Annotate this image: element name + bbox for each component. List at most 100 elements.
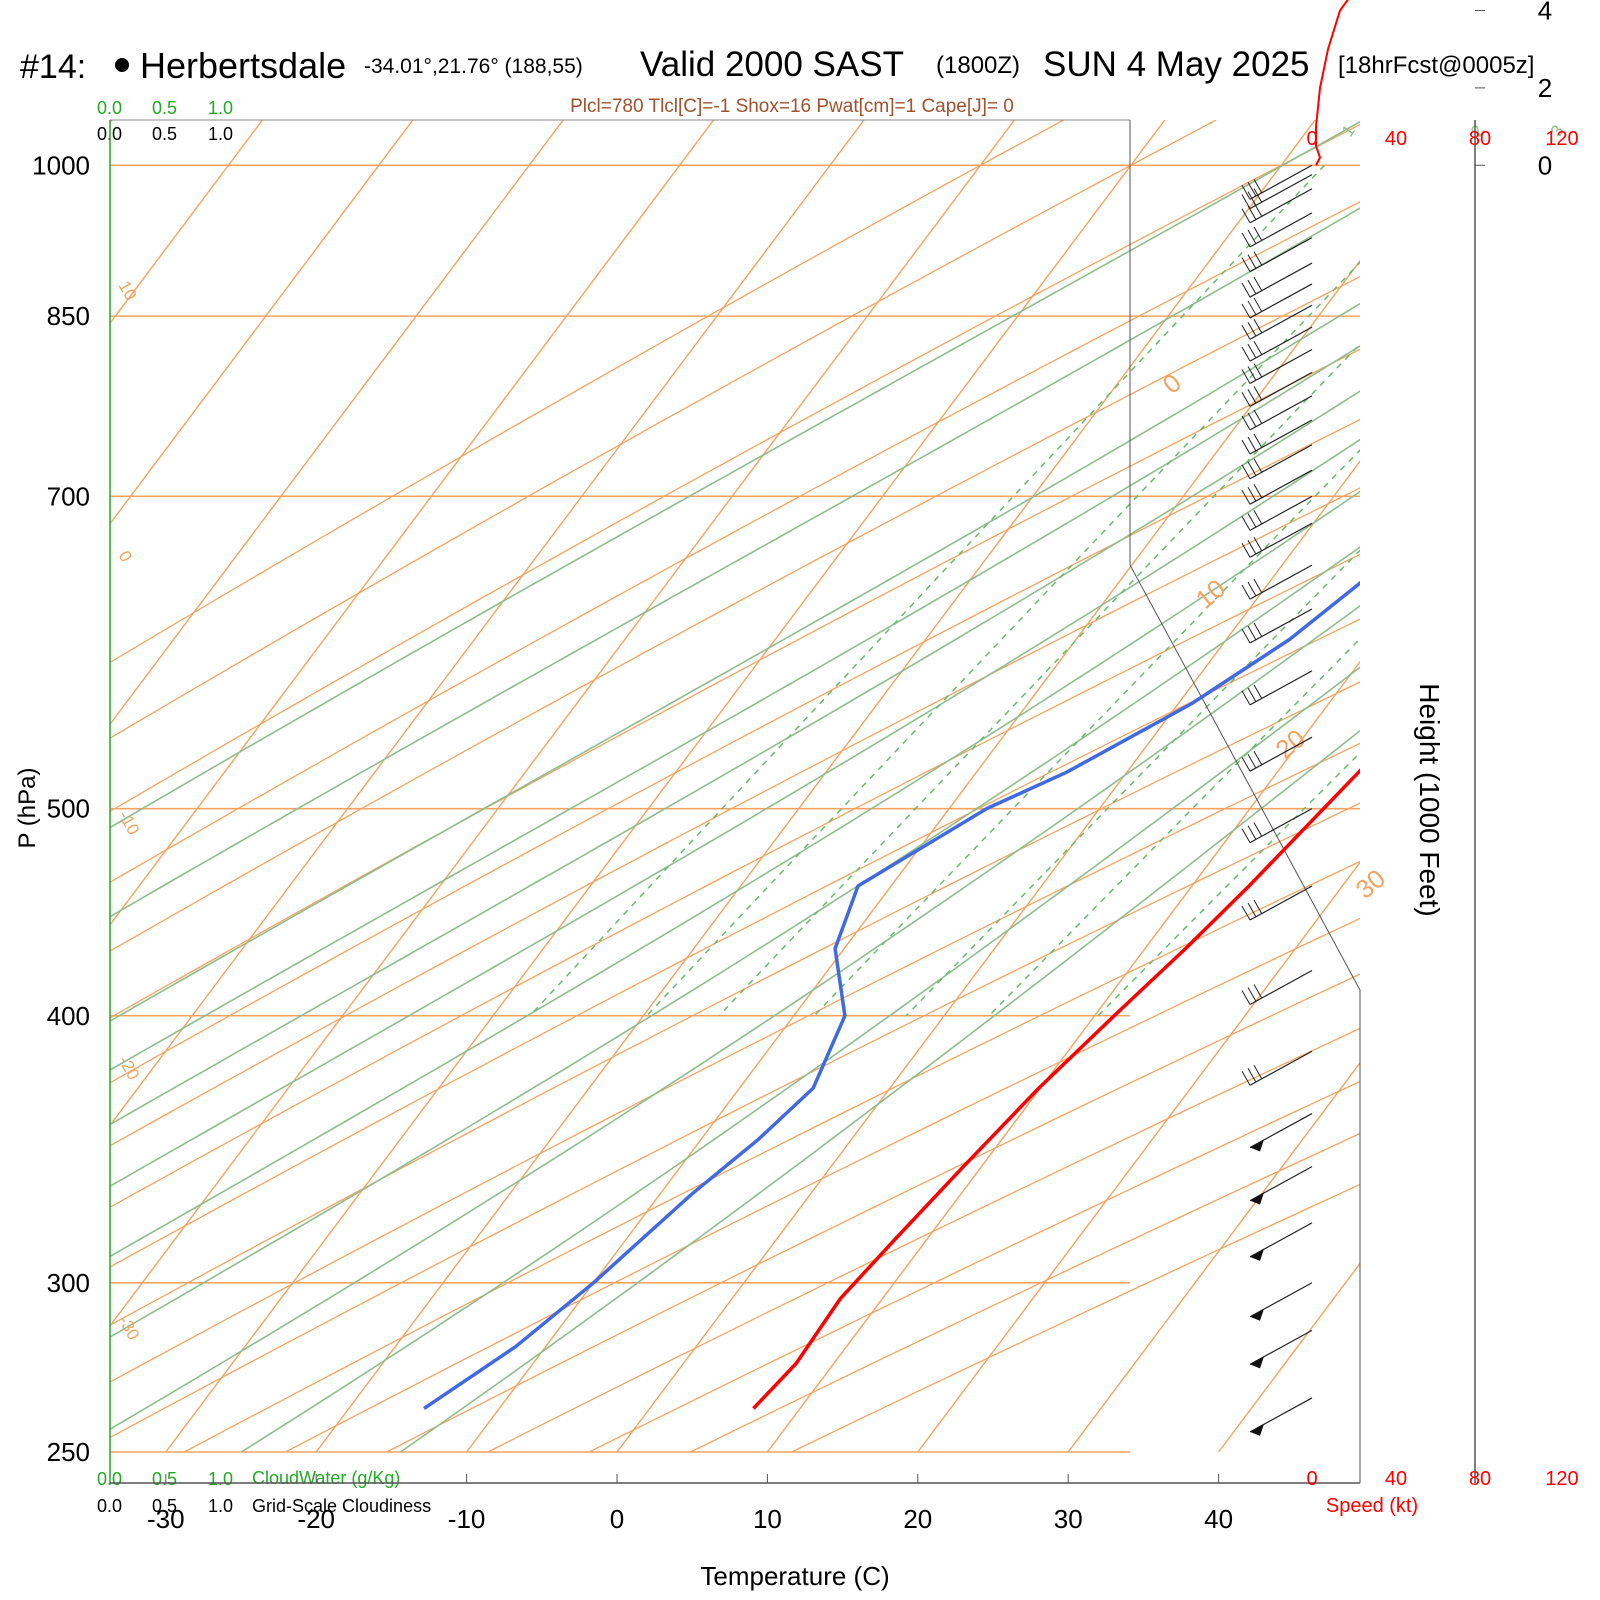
- wind-barb-flag: [1247, 753, 1257, 769]
- isotherm-line: [1067, 1061, 1360, 1453]
- wind-barb-flag: [1241, 208, 1251, 224]
- temp-tick-label: -30: [147, 1504, 185, 1534]
- wind-barb-flag: [1247, 182, 1257, 197]
- wind-barb-flag: [1253, 179, 1263, 194]
- wind-barb-flag: [1241, 325, 1251, 340]
- wind-barb-flag: [1253, 483, 1263, 499]
- wind-barb-flag: [1253, 750, 1263, 766]
- dry-adiabat-line: [487, 1027, 1360, 1453]
- wind-barb-staff: [1249, 564, 1313, 600]
- dry-adiabat-line: [110, 120, 1064, 664]
- cloudiness-scale-b1: 0.5: [152, 1496, 177, 1516]
- wind-barb-staff: [1249, 262, 1313, 298]
- wind-barb-pennant: [1250, 1356, 1264, 1369]
- wind-barb-flag: [1247, 987, 1257, 1002]
- pressure-tick-label: 850: [47, 301, 90, 331]
- wind-barb-flag: [1241, 369, 1251, 384]
- wind-barb-staff: [1249, 495, 1313, 531]
- wind-barb-staff: [1249, 371, 1313, 407]
- wind-barb-staff: [1249, 808, 1313, 844]
- zulu-time: (1800Z): [936, 52, 1020, 79]
- forecast-info: [18hrFcst@0005z]: [1338, 52, 1534, 79]
- wind-barb-flag: [1247, 539, 1257, 555]
- pressure-tick-label: 400: [47, 1001, 90, 1031]
- wind-barb-flag: [1247, 1067, 1257, 1083]
- pressure-tick-label: 1000: [32, 150, 90, 180]
- moist-adiabat-line: [110, 490, 1360, 1258]
- cloudwater-scale-b1: 0.5: [152, 1469, 177, 1489]
- isotherm-label-right: 20: [1270, 723, 1311, 765]
- cloudiness-scale-b0: 0.0: [97, 1496, 122, 1516]
- dry-adiabat-line: [386, 973, 1360, 1453]
- dry-adiabat-line: [184, 860, 1360, 1453]
- wind-barb-flag: [1253, 458, 1263, 474]
- isotherm-label-left: -30: [115, 1313, 144, 1344]
- wind-barb-flag: [1241, 282, 1251, 298]
- isotherm-label-left: -20: [115, 1053, 144, 1084]
- wind-barb-flag: [1253, 276, 1263, 292]
- mixing-ratio-line: [646, 261, 1360, 1017]
- wind-barb-flag: [1241, 415, 1251, 431]
- cloudiness-label: Grid-Scale Cloudiness: [252, 1496, 431, 1516]
- dry-adiabat-line: [285, 917, 1360, 1453]
- height-axis-title: Height (1000 Feet): [1414, 683, 1445, 916]
- dry-adiabat-line: [110, 348, 1360, 1019]
- wind-barb-flag: [1247, 412, 1257, 428]
- isotherm-label-left: 10: [115, 278, 141, 304]
- wind-barb-flag: [1241, 185, 1251, 200]
- wind-barb-icon: [1241, 808, 1313, 844]
- wind-barb-flag: [1247, 625, 1257, 641]
- wind-barb-flag: [1241, 489, 1251, 505]
- wind-barb-flag: [1247, 229, 1257, 245]
- valid-date: SUN 4 May 2025: [1043, 45, 1310, 84]
- wind-barb-pennant: [1250, 1139, 1264, 1152]
- wind-barb-icon: [1249, 1166, 1313, 1205]
- dry-adiabat-line: [110, 742, 1360, 1383]
- isotherm-line: [110, 120, 564, 726]
- mixing-ratio-line: [905, 549, 1360, 1017]
- wind-barb-flag: [1247, 687, 1257, 703]
- wind-barb-flag: [1253, 409, 1263, 425]
- isotherm-line: [110, 120, 715, 926]
- station-name: Herbertsdale: [140, 45, 346, 86]
- wind-barb-flag: [1253, 188, 1263, 203]
- wind-barb-flag: [1241, 584, 1251, 600]
- pressure-tick-label: 250: [47, 1437, 90, 1467]
- wind-barb-icon: [1241, 237, 1313, 273]
- temp-tick-label: 20: [903, 1504, 932, 1534]
- cloudwater-label: CloudWater (g/Kg): [252, 1468, 400, 1488]
- dry-adiabat-line: [110, 487, 1360, 1147]
- speed-tick-label-bottom: 120: [1545, 1468, 1578, 1490]
- cloudwater-scale-b2: 1.0: [208, 1469, 233, 1489]
- moist-adiabat-line: [110, 438, 1360, 1188]
- wind-barb-flag: [1253, 1064, 1263, 1080]
- wind-barb-flag: [1253, 386, 1263, 401]
- wind-barb-icon: [1241, 1050, 1313, 1086]
- height-tick-label: 2: [1538, 73, 1552, 103]
- wind-barb-flag: [1253, 536, 1263, 552]
- wind-barb-flag: [1247, 825, 1257, 840]
- wind-barb-staff: [1249, 969, 1313, 1005]
- wind-barb-flag: [1253, 297, 1263, 313]
- wind-barb-flag: [1247, 486, 1257, 502]
- isotherm-label-left: -10: [115, 808, 144, 839]
- wind-barb-flag: [1241, 905, 1251, 921]
- wind-barb-pennant: [1250, 1192, 1264, 1205]
- wind-barb-flag: [1241, 232, 1251, 248]
- pressure-tick-label: 300: [47, 1268, 90, 1298]
- wind-barb-staff: [1249, 212, 1313, 248]
- wind-barb-icon: [1241, 736, 1313, 772]
- wind-barb-icon: [1241, 969, 1313, 1005]
- wind-barb-icon: [1241, 444, 1313, 480]
- dry-adiabat-line: [110, 120, 1217, 739]
- dry-adiabat-line: [589, 1080, 1360, 1453]
- chart-background-lines: [110, 120, 1600, 1453]
- cloudwater-scale-0: 0.0: [97, 98, 122, 118]
- dry-adiabat-line: [110, 553, 1360, 1208]
- wind-barb-flag: [1247, 343, 1257, 359]
- isotherm-line: [1369, 120, 1600, 1452]
- wind-barb-flag: [1253, 622, 1263, 638]
- wind-barb-icon: [1241, 395, 1313, 431]
- temperature-line: [752, 768, 1360, 1410]
